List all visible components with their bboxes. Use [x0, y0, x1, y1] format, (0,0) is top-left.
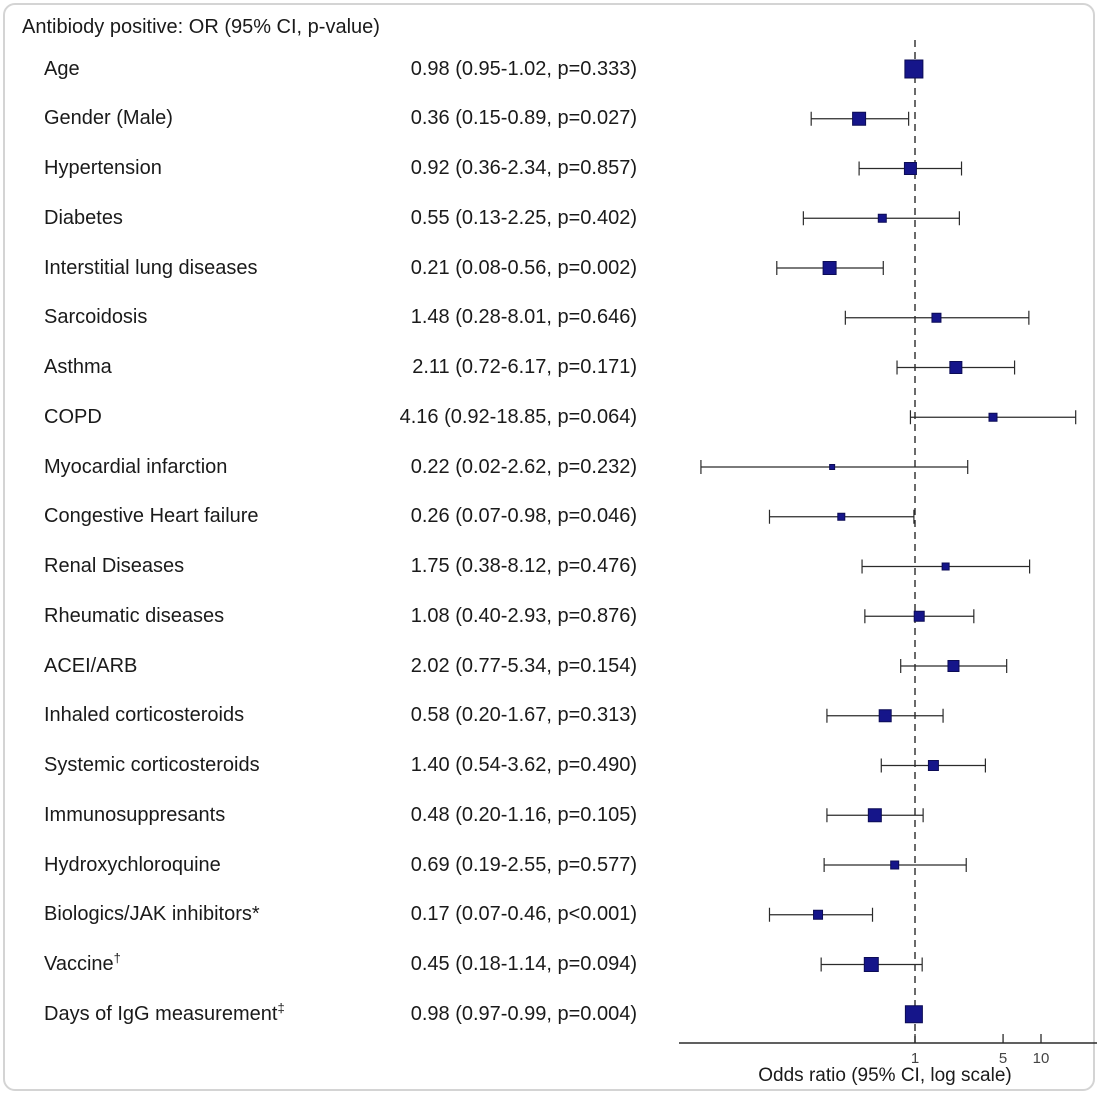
forest-row: Diabetes 0.55 (0.13-2.25, p=0.402) — [44, 204, 637, 232]
or-marker — [903, 162, 917, 175]
row-estimate-text: 2.02 (0.77-5.34, p=0.154) — [410, 654, 637, 677]
row-estimate-text: 4.16 (0.92-18.85, p=0.064) — [399, 405, 637, 428]
or-marker — [878, 709, 892, 723]
forest-row: Sarcoidosis 1.48 (0.28-8.01, p=0.646) — [44, 304, 637, 332]
row-label: Diabetes — [44, 206, 123, 229]
row-label: ACEI/ARB — [44, 654, 138, 677]
row-estimate-text: 0.58 (0.20-1.67, p=0.313) — [410, 704, 637, 727]
row-label: Inhaled corticosteroids — [44, 704, 245, 727]
row-estimate-text: 1.75 (0.38-8.12, p=0.476) — [410, 555, 637, 577]
row-label: Hydroxychloroquine — [44, 853, 221, 876]
row-estimate-text: 1.40 (0.54-3.62, p=0.490) — [410, 754, 637, 776]
row-label: Hypertension — [44, 157, 162, 179]
row-label: Immunosuppresants — [44, 803, 226, 826]
x-axis-title: Odds ratio (95% CI, log scale) — [758, 1065, 1012, 1086]
forest-row: Myocardial infarction 0.22 (0.02-2.62, p=… — [44, 453, 637, 481]
or-marker — [947, 660, 960, 672]
forest-row: Asthma 2.11 (0.72-6.17, p=0.171) — [44, 354, 637, 382]
row-label: Gender (Male) — [44, 107, 173, 130]
figure-title: Antibiody positive: OR (95% CI, p-value) — [22, 16, 380, 38]
forest-row: Days of IgG measurement‡ 0.98 (0.97-0.99,… — [44, 1000, 637, 1028]
row-label: COPD — [44, 405, 102, 428]
row-label: Asthma — [44, 356, 112, 378]
forest-row: Hypertension 0.92 (0.36-2.34, p=0.857) — [44, 155, 637, 183]
forest-row: Vaccine† 0.45 (0.18-1.14, p=0.094) — [44, 951, 637, 979]
forest-row: Immunosuppresants 0.48 (0.20-1.16, p=0.10… — [44, 801, 637, 829]
or-marker — [829, 464, 836, 470]
forest-row: Congestive Heart failure 0.26 (0.07-0.98,… — [44, 503, 637, 531]
or-marker — [941, 562, 950, 571]
row-estimate-text: 0.55 (0.13-2.25, p=0.402) — [410, 206, 637, 229]
row-label: Renal Diseases — [44, 555, 185, 577]
forest-row: Biologics/JAK inhibitors* 0.17 (0.07-0.46… — [44, 901, 637, 929]
or-marker — [904, 1005, 923, 1024]
row-estimate-text: 0.21 (0.08-0.56, p=0.002) — [410, 256, 637, 279]
or-marker — [913, 610, 925, 622]
row-label-superscript: † — [113, 950, 121, 966]
row-estimate-text: 0.69 (0.19-2.55, p=0.577) — [410, 853, 637, 876]
or-marker — [877, 213, 887, 223]
forest-row: Rheumatic diseases 1.08 (0.40-2.93, p=0.8… — [44, 602, 637, 630]
row-label: Myocardial infarction — [44, 455, 228, 478]
or-marker — [852, 111, 867, 126]
or-marker — [890, 860, 900, 870]
figure-card: Antibiody positive: OR (95% CI, p-value)… — [3, 3, 1097, 1091]
or-marker — [949, 361, 963, 374]
row-label: Vaccine† — [44, 950, 121, 975]
row-label: Biologics/JAK inhibitors* — [44, 903, 260, 926]
row-label: Rheumatic diseases — [44, 604, 225, 627]
forest-row: Interstitial lung diseases 0.21 (0.08-0.5… — [44, 254, 637, 282]
forest-row: Hydroxychloroquine 0.69 (0.19-2.55, p=0.5… — [44, 851, 637, 879]
or-marker — [822, 261, 837, 275]
or-marker — [927, 760, 939, 771]
row-estimate-text: 1.48 (0.28-8.01, p=0.646) — [410, 306, 637, 329]
or-marker — [863, 957, 879, 972]
forest-row: COPD 4.16 (0.92-18.85, p=0.064) — [44, 403, 637, 431]
row-estimate-text: 0.92 (0.36-2.34, p=0.857) — [410, 157, 637, 179]
row-estimate-text: 1.08 (0.40-2.93, p=0.876) — [410, 604, 637, 627]
row-label: Age — [44, 57, 80, 80]
row-label: Congestive Heart failure — [44, 505, 259, 528]
or-marker — [837, 512, 846, 521]
forest-row: Renal Diseases 1.75 (0.38-8.12, p=0.476) — [44, 553, 637, 581]
forest-row: Inhaled corticosteroids 0.58 (0.20-1.67, … — [44, 702, 637, 730]
row-label: Sarcoidosis — [44, 306, 148, 329]
forest-row: Age 0.98 (0.95-1.02, p=0.333) — [44, 55, 637, 83]
or-marker — [904, 59, 924, 79]
forest-row: ACEI/ARB 2.02 (0.77-5.34, p=0.154) — [44, 652, 637, 680]
row-label: Interstitial lung diseases — [44, 256, 258, 279]
row-estimate-text: 0.22 (0.02-2.62, p=0.232) — [410, 455, 637, 478]
row-estimate-text: 2.11 (0.72-6.17, p=0.171) — [412, 356, 637, 378]
row-estimate-text: 0.17 (0.07-0.46, p<0.001) — [410, 903, 637, 926]
row-label-superscript: ‡ — [277, 1000, 285, 1016]
row-estimate-text: 0.26 (0.07-0.98, p=0.046) — [410, 505, 637, 528]
or-marker — [813, 909, 824, 920]
or-marker — [988, 412, 998, 422]
forest-row: Gender (Male) 0.36 (0.15-0.89, p=0.027) — [44, 105, 637, 133]
row-estimate-text: 0.48 (0.20-1.16, p=0.105) — [410, 803, 637, 826]
row-label: Days of IgG measurement‡ — [44, 1000, 285, 1025]
or-marker — [867, 808, 882, 823]
row-estimate-text: 0.45 (0.18-1.14, p=0.094) — [410, 953, 637, 975]
x-axis-tick-label: 10 — [1033, 1050, 1050, 1067]
or-marker — [931, 312, 942, 323]
row-estimate-text: 0.98 (0.95-1.02, p=0.333) — [410, 57, 637, 80]
row-estimate-text: 0.36 (0.15-0.89, p=0.027) — [410, 107, 637, 130]
forest-row: Systemic corticosteroids 1.40 (0.54-3.62,… — [44, 752, 637, 780]
row-label: Systemic corticosteroids — [44, 754, 260, 776]
row-estimate-text: 0.98 (0.97-0.99, p=0.004) — [410, 1002, 637, 1025]
